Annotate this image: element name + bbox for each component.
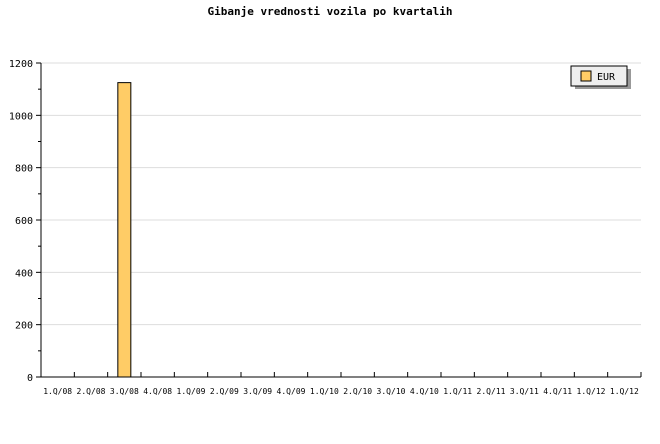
x-tick-label: 3.Q/09 <box>243 387 272 396</box>
x-tick-label: 3.Q/11 <box>510 387 539 396</box>
y-tick-label: 400 <box>15 268 33 279</box>
x-tick-label: 1.Q/08 <box>43 387 72 396</box>
y-tick-label: 800 <box>15 164 33 175</box>
x-tick-label: 2.Q/11 <box>477 387 506 396</box>
x-tick-label: 2.Q/08 <box>77 387 106 396</box>
x-tick-label: 1.Q/12 <box>610 387 639 396</box>
x-tick-label: 4.Q/09 <box>277 387 306 396</box>
x-tick-label: 3.Q/10 <box>377 387 406 396</box>
x-tick-label: 3.Q/08 <box>110 387 139 396</box>
y-tick-label: 600 <box>15 216 33 227</box>
x-tick-label: 4.Q/10 <box>410 387 439 396</box>
x-tick-label: 2.Q/09 <box>210 387 239 396</box>
y-tick-label: 200 <box>15 321 33 332</box>
x-tick-label: 1.Q/10 <box>310 387 339 396</box>
legend-label: EUR <box>597 72 616 83</box>
x-tick-label: 2.Q/10 <box>343 387 372 396</box>
bar <box>117 82 132 378</box>
y-tick-label: 1000 <box>9 111 33 122</box>
x-tick-label: 1.Q/11 <box>443 387 472 396</box>
y-tick-label: 0 <box>27 373 33 384</box>
x-tick-label: 4.Q/11 <box>543 387 572 396</box>
chart-title: Gibanje vrednosti vozila po kvartalih <box>207 5 452 18</box>
y-tick-label: 1200 <box>9 59 33 70</box>
x-tick-label: 1.Q/09 <box>177 387 206 396</box>
x-tick-label: 4.Q/08 <box>143 387 172 396</box>
legend-swatch <box>580 70 592 82</box>
x-tick-label: 1.Q/12 <box>577 387 606 396</box>
